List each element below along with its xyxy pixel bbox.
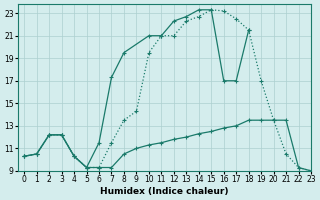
X-axis label: Humidex (Indice chaleur): Humidex (Indice chaleur): [100, 187, 229, 196]
